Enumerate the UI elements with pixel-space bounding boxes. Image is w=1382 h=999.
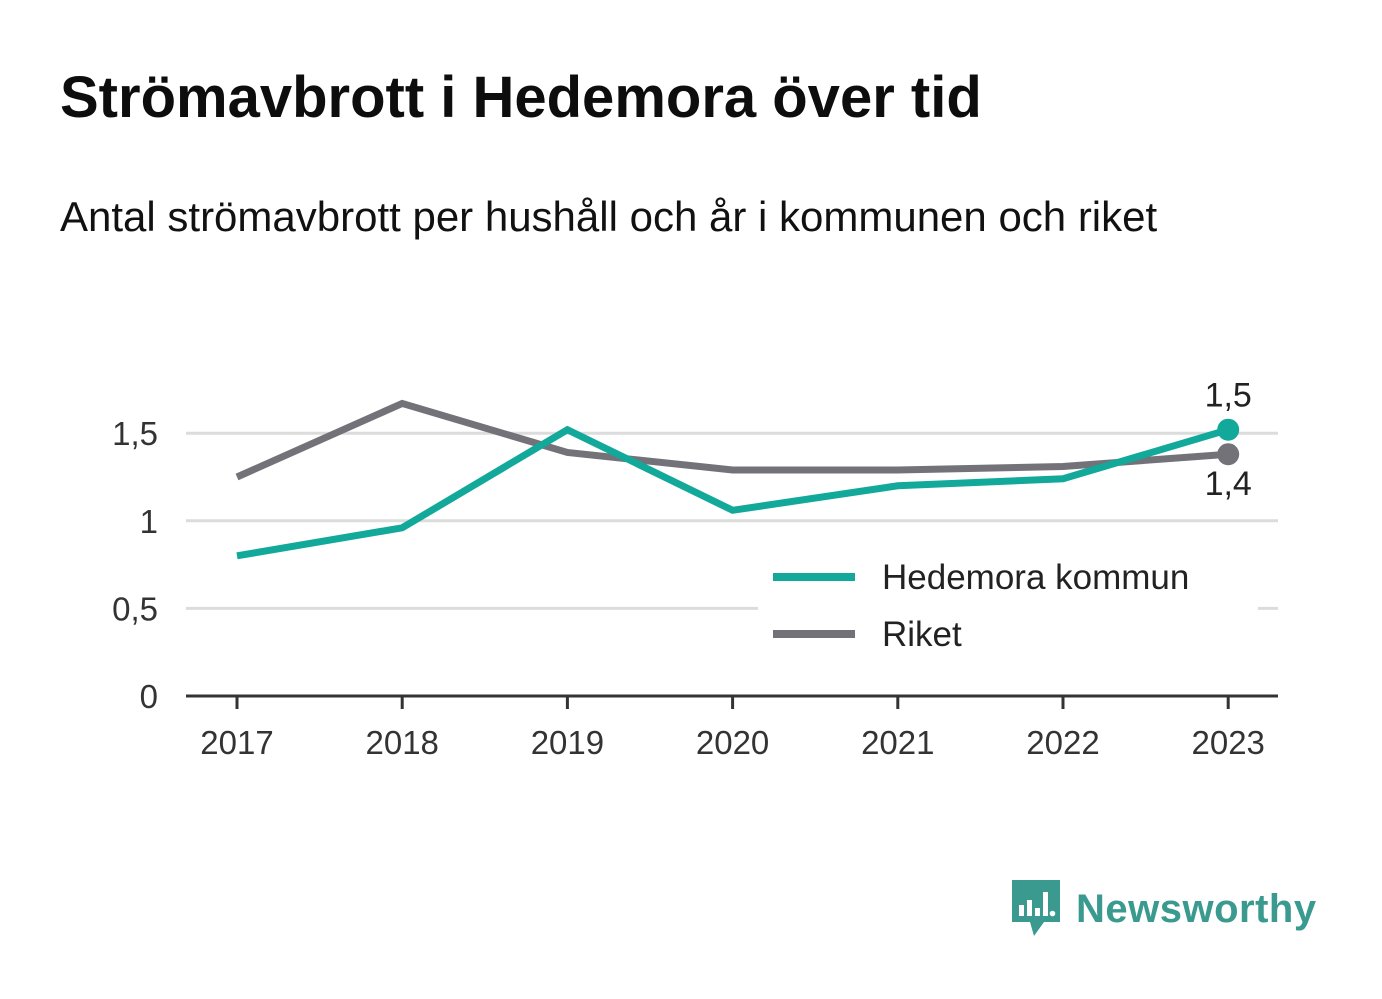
x-tick-label: 2020 <box>696 724 769 761</box>
legend-label-hedemora: Hedemora kommun <box>882 558 1189 597</box>
legend-background <box>758 548 1258 668</box>
end-label-riket: 1,4 <box>1205 465 1252 503</box>
end-marker-hedemora <box>1217 418 1240 441</box>
x-tick-label: 2018 <box>365 724 438 761</box>
x-axis: 2017 2018 2019 2020 2021 2022 2023 <box>186 694 1278 761</box>
series-lines <box>235 399 1230 560</box>
y-axis-ticks: 0 0,5 1 1,5 <box>112 415 158 715</box>
y-tick-label: 0,5 <box>112 590 158 627</box>
newsworthy-brand: Newsworthy <box>1010 878 1317 940</box>
y-tick-label: 1,5 <box>112 415 158 452</box>
x-tick-label: 2017 <box>200 724 273 761</box>
brand-name: Newsworthy <box>1076 886 1317 931</box>
x-tick-label: 2022 <box>1026 724 1099 761</box>
series-line-hedemora <box>236 425 1230 560</box>
end-marker-riket <box>1217 443 1240 466</box>
y-tick-label: 1 <box>140 503 158 540</box>
newsworthy-logo-icon <box>1012 880 1060 936</box>
x-tick-label: 2023 <box>1191 724 1264 761</box>
y-tick-label: 0 <box>140 678 158 715</box>
legend-label-riket: Riket <box>882 615 962 654</box>
end-label-hedemora: 1,5 <box>1205 377 1252 415</box>
legend: Hedemora kommun Riket <box>758 548 1258 668</box>
series-line-riket <box>235 399 1229 481</box>
chart-title: Strömavbrott i Hedemora över tid <box>60 65 982 130</box>
x-tick-label: 2019 <box>531 724 604 761</box>
chart-subtitle: Antal strömavbrott per hushåll och år i … <box>60 193 1158 240</box>
end-markers: 1,5 1,4 <box>1205 377 1252 504</box>
x-tick-label: 2021 <box>861 724 934 761</box>
